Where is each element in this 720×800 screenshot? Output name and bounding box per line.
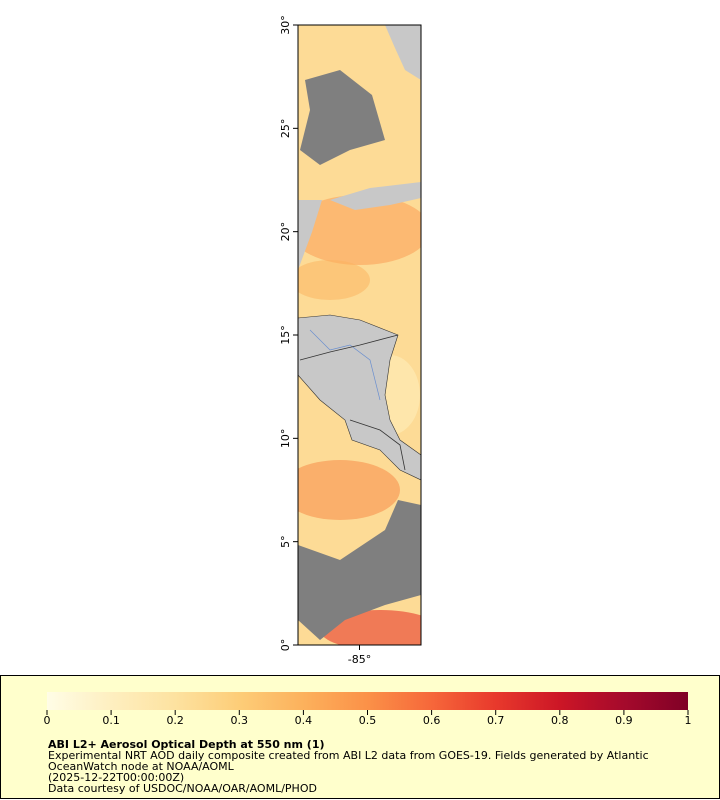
time: (2025-12-22T00:00:00Z)	[48, 771, 185, 784]
x-tick-label: -85°	[348, 653, 371, 666]
map-image	[298, 25, 421, 645]
colorbar-tick-label: 0.3	[231, 714, 249, 727]
credit: Data courtesy of USDOC/NOAA/OAR/AOML/PHO…	[48, 782, 317, 795]
colorbar-tick-label: 0.7	[487, 714, 505, 727]
colorbar-tick-label: 0.1	[102, 714, 120, 727]
colorbar	[47, 692, 688, 710]
colorbar-tick-label: 0.2	[166, 714, 184, 727]
map-title: ABI L2+ Aerosol Optical Depth at 550 nm …	[48, 738, 325, 751]
y-tick-label: 0°	[279, 639, 292, 652]
legend-text: ABI L2+ Aerosol Optical Depth at 550 nm …	[48, 739, 673, 794]
y-tick-label: 15°	[279, 325, 292, 345]
description: Experimental NRT AOD daily composite cre…	[48, 749, 649, 773]
y-tick-label: 30°	[279, 15, 292, 35]
colorbar-tick-label: 0.6	[423, 714, 441, 727]
y-tick-label: 25°	[279, 119, 292, 139]
colorbar-tick-label: 0.4	[295, 714, 313, 727]
y-tick-label: 20°	[279, 222, 292, 242]
colorbar-tick-label: 0.9	[615, 714, 633, 727]
colorbar-tick-label: 0.8	[551, 714, 569, 727]
colorbar-tick-label: 1	[685, 714, 692, 727]
colorbar-tick-label: 0	[44, 714, 51, 727]
y-tick-label: 5°	[279, 535, 292, 548]
colorbar-tick-label: 0.5	[359, 714, 377, 727]
y-tick-label: 10°	[279, 429, 292, 449]
